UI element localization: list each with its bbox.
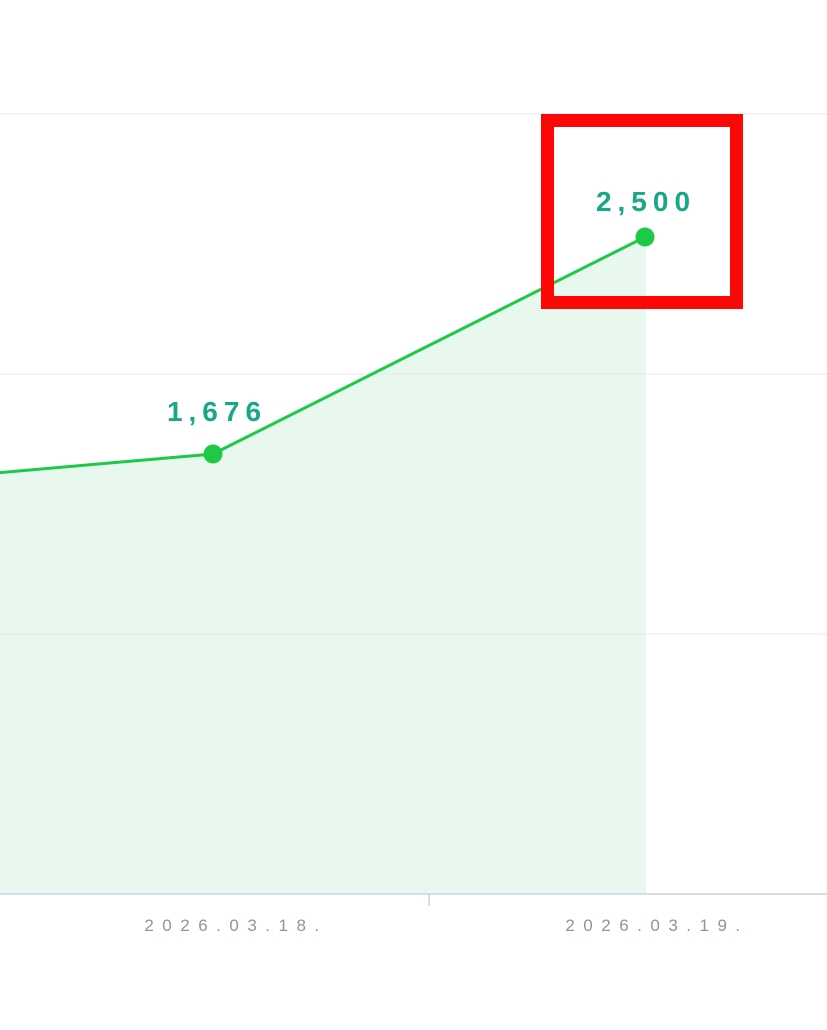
svg-text:2026.03.19.: 2026.03.19. [565, 916, 748, 935]
svg-text:1,676: 1,676 [167, 396, 267, 427]
svg-text:2026.03.18.: 2026.03.18. [144, 916, 327, 935]
svg-text:2,500: 2,500 [596, 186, 696, 217]
